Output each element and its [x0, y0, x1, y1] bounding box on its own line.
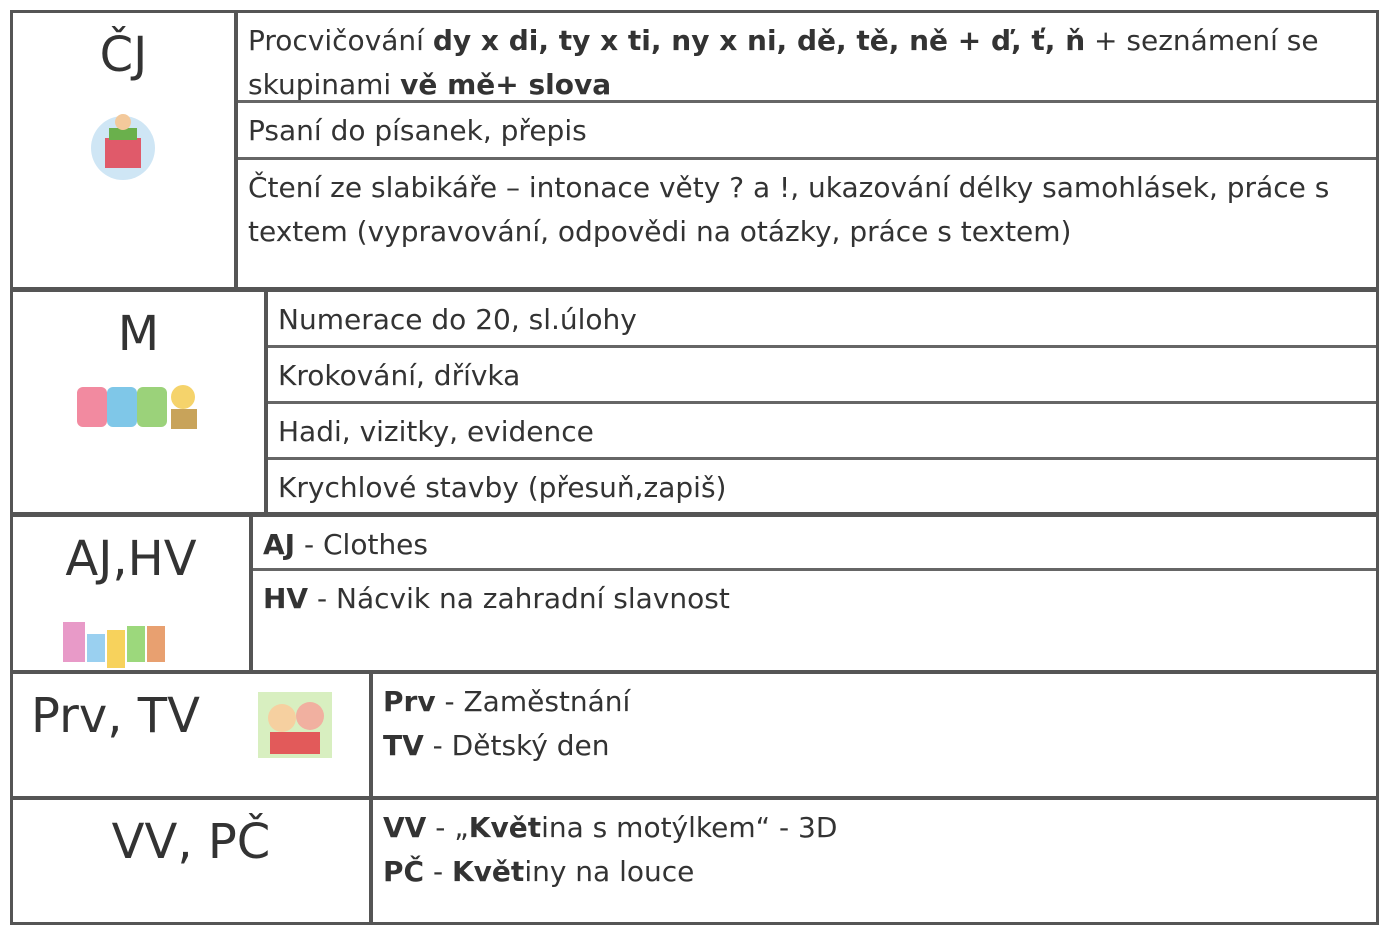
topic-text: Hadi, vizitky, evidence	[278, 415, 594, 448]
subject-cell: ČJ	[13, 13, 238, 287]
topic-text: Květ	[451, 855, 525, 888]
topic-column: Numerace do 20, sl.úlohy Krokování, dřívk…	[268, 292, 1376, 512]
topic-text: TV	[383, 729, 424, 762]
topic-text: - Clothes	[295, 528, 428, 561]
topic-column: VV - „Květina s motýlkem“ - 3D PČ - Květi…	[373, 800, 1376, 922]
topic-cell: Psaní do písanek, přepis	[238, 103, 1376, 160]
topic-line: Numerace do 20, sl.úlohy	[278, 298, 1366, 342]
subject-label: M	[117, 306, 160, 362]
topic-line: Krychlové stavby (přesuň,zapiš)	[278, 466, 1366, 510]
topic-line: Prv - Zaměstnání	[383, 680, 1366, 724]
section: Prv, TV Prv - Zaměstnání TV - Dětský den	[10, 671, 1379, 799]
subject-cell: AJ,HV	[13, 517, 253, 670]
topic-cell: AJ - Clothes	[253, 517, 1376, 571]
section: VV, PČ VV - „Květina s motýlkem“ - 3D PČ -…	[10, 797, 1379, 925]
section: AJ,HV AJ - Clothes HV - Nácvik na zahradní…	[10, 514, 1379, 673]
topic-line: Čtení ze slabikáře – intonace věty ? a !…	[248, 166, 1366, 254]
topic-cell: Hadi, vizitky, evidence	[268, 404, 1376, 460]
subject-cell: VV, PČ	[13, 800, 373, 922]
topic-text: -	[424, 855, 452, 888]
topic-line: Krokování, dřívka	[278, 354, 1366, 398]
topic-text: ina s motýlkem“ - 3D	[541, 811, 838, 844]
subject-icon	[91, 114, 155, 180]
topic-text: - „	[426, 811, 469, 844]
topic-text: PČ	[383, 855, 425, 888]
topic-cell: Krychlové stavby (přesuň,zapiš)	[268, 460, 1376, 512]
topic-line: VV - „Květina s motýlkem“ - 3D	[383, 806, 1366, 850]
topic-column: Procvičování dy x di, ty x ti, ny x ni, …	[238, 13, 1376, 287]
topic-line: Procvičování dy x di, ty x ti, ny x ni, …	[248, 19, 1366, 101]
topic-text: dy x di, ty x ti, ny x ni, dě, tě, ně + …	[432, 24, 1086, 57]
subject-icon	[77, 385, 197, 429]
topic-text: Prv	[383, 685, 436, 718]
topic-cell: VV - „Květina s motýlkem“ - 3D PČ - Květi…	[373, 800, 1376, 922]
topic-text: HV	[263, 582, 309, 615]
topic-cell: Čtení ze slabikáře – intonace věty ? a !…	[238, 160, 1376, 287]
topic-text: - Nácvik na zahradní slavnost	[308, 582, 730, 615]
topic-line: AJ - Clothes	[263, 523, 1366, 567]
topic-cell: Procvičování dy x di, ty x ti, ny x ni, …	[238, 13, 1376, 103]
topic-text: Květ	[468, 811, 542, 844]
topic-text: vě mě+ slova	[400, 68, 612, 101]
topic-text: Procvičování	[248, 24, 433, 57]
topic-column: Prv - Zaměstnání TV - Dětský den	[373, 674, 1376, 796]
topic-text: VV	[383, 811, 427, 844]
subject-cell: M	[13, 292, 268, 512]
topic-text: AJ	[263, 528, 296, 561]
topic-text: Krychlové stavby (přesuň,zapiš)	[278, 471, 727, 504]
topic-cell: HV - Nácvik na zahradní slavnost	[253, 571, 1376, 670]
subject-cell: Prv, TV	[13, 674, 373, 796]
subject-label: VV, PČ	[111, 814, 271, 870]
topic-text: Psaní do písanek, přepis	[248, 114, 587, 147]
subject-label: ČJ	[99, 27, 148, 83]
topic-line: Hadi, vizitky, evidence	[278, 410, 1366, 454]
subject-icon	[258, 692, 332, 758]
topic-line: PČ - Květiny na louce	[383, 850, 1366, 894]
subject-icon	[63, 622, 165, 668]
topic-text: iny na louce	[524, 855, 695, 888]
topic-text: Krokování, dřívka	[278, 359, 521, 392]
topic-line: HV - Nácvik na zahradní slavnost	[263, 577, 1366, 621]
topic-line: Psaní do písanek, přepis	[248, 109, 1366, 153]
topic-cell: Numerace do 20, sl.úlohy	[268, 292, 1376, 348]
section: M Numerace do 20, sl.úlohy Krokování, dřív…	[10, 289, 1379, 515]
topic-text: Čtení ze slabikáře – intonace věty ? a !…	[248, 171, 1330, 248]
topic-column: AJ - Clothes HV - Nácvik na zahradní slav…	[253, 517, 1376, 670]
topic-line: TV - Dětský den	[383, 724, 1366, 768]
topic-text: + seznámení se skupinami	[248, 24, 1319, 101]
topic-cell: Krokování, dřívka	[268, 348, 1376, 404]
topic-text: - Dětský den	[423, 729, 610, 762]
section: ČJ Procvičování dy x di, ty x ti, ny x ni…	[10, 10, 1379, 290]
subject-label: Prv, TV	[31, 688, 200, 744]
subject-label: AJ,HV	[65, 531, 197, 587]
topic-text: Numerace do 20, sl.úlohy	[278, 303, 637, 336]
topic-text: - Zaměstnání	[435, 685, 631, 718]
topic-cell: Prv - Zaměstnání TV - Dětský den	[373, 674, 1376, 796]
